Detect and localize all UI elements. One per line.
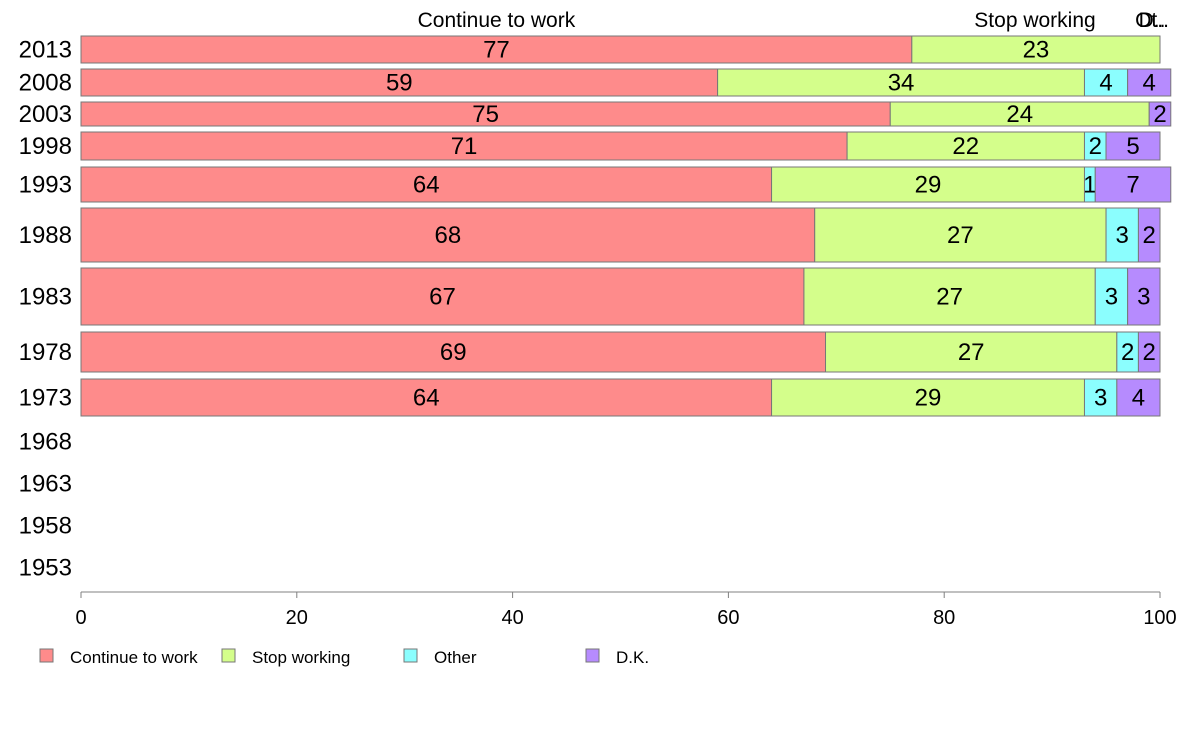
bar-segment <box>1083 68 1129 97</box>
x-tick-label: 60 <box>717 607 739 629</box>
bar-value-label: 71 <box>451 133 478 160</box>
y-tick-label: 1998 <box>19 133 72 160</box>
bar-value-label: 4 <box>1143 70 1156 97</box>
bar-value-label: 75 <box>472 101 499 128</box>
bar-value-label: 1 <box>1083 172 1096 199</box>
legend-label: Stop working <box>252 648 350 667</box>
y-tick-label: 1973 <box>19 385 72 412</box>
bar-segment <box>771 378 1085 417</box>
top-series-labels: Continue to work Stop working Ot..D.. <box>418 9 1169 32</box>
bar-value-label: 29 <box>915 385 942 412</box>
bar-segment <box>1105 207 1139 263</box>
bar-segment <box>889 101 1150 127</box>
top-series-label: D.. <box>1139 9 1166 32</box>
bar-value-label: 3 <box>1105 284 1118 311</box>
bar-value-label: 4 <box>1099 70 1112 97</box>
legend-label: D.K. <box>616 648 649 667</box>
bar-segment <box>80 378 773 417</box>
bar-segment <box>80 101 891 127</box>
bar-segment <box>814 207 1107 263</box>
top-series-label: Continue to work <box>418 9 576 32</box>
bar-segment <box>803 267 1096 326</box>
legend-swatch <box>221 648 236 663</box>
bar-value-label: 68 <box>435 222 462 249</box>
bar-value-label: 77 <box>483 37 510 64</box>
x-tick-label: 40 <box>501 607 523 629</box>
y-axis-labels: 2013 2008 2003 1998 1993 1988 1983 1978 1973 1968… <box>19 37 72 582</box>
y-tick-label: 1988 <box>19 222 72 249</box>
bar-value-label: 5 <box>1126 133 1139 160</box>
y-tick-label: 1993 <box>19 172 72 199</box>
bar-value-label: 3 <box>1116 222 1129 249</box>
bar-value-label: 27 <box>936 284 963 311</box>
legend-swatch <box>403 648 418 663</box>
bar-value-label: 2 <box>1121 339 1134 366</box>
x-tick-label: 100 <box>1143 607 1176 629</box>
bar-value-label: 2 <box>1089 133 1102 160</box>
y-tick-label: 2003 <box>19 101 72 128</box>
bar-value-label: 4 <box>1132 385 1145 412</box>
bar-value-label: 27 <box>947 222 974 249</box>
bar-value-label: 64 <box>413 172 440 199</box>
bar-value-label: 2 <box>1143 222 1156 249</box>
y-tick-label: 1968 <box>19 429 72 456</box>
legend-label: Other <box>434 648 477 667</box>
bar-value-label: 64 <box>413 385 440 412</box>
legend-swatch <box>585 648 600 663</box>
x-tick-label: 20 <box>286 607 308 629</box>
bar-value-label: 27 <box>958 339 985 366</box>
y-tick-label: 1953 <box>19 555 72 582</box>
bar-value-label: 23 <box>1023 37 1050 64</box>
bar-value-label: 59 <box>386 70 413 97</box>
bar-value-label: 3 <box>1137 284 1150 311</box>
bar-value-label: 2 <box>1153 101 1166 128</box>
bar-segment <box>1148 101 1172 127</box>
bar-value-label: 22 <box>952 133 979 160</box>
bar-segment <box>771 166 1085 203</box>
bar-value-label: 2 <box>1143 339 1156 366</box>
legend-label: Continue to work <box>70 648 198 667</box>
x-tick-label: 80 <box>933 607 955 629</box>
bar-segment <box>1094 166 1172 203</box>
bar-segment <box>1137 207 1161 263</box>
bar-value-label: 67 <box>429 284 456 311</box>
bar-segment <box>911 35 1161 64</box>
bar-segment <box>80 331 827 373</box>
top-series-label: Ot.. <box>1135 9 1169 32</box>
bar-value-label: 3 <box>1094 385 1107 412</box>
bar-value-label: 34 <box>888 70 915 97</box>
bar-segment <box>1127 68 1172 97</box>
bar-segment <box>1105 131 1161 161</box>
bar-segment <box>846 131 1085 161</box>
bar-segment <box>80 207 816 263</box>
bar-value-label: 29 <box>915 172 942 199</box>
bar-segment <box>1127 267 1161 326</box>
bar-segment <box>1137 331 1161 373</box>
bar-segment <box>1116 378 1161 417</box>
y-tick-label: 2013 <box>19 37 72 64</box>
top-series-label: Stop working <box>974 9 1095 32</box>
bar-segment <box>1083 378 1118 417</box>
bar-segment <box>825 331 1118 373</box>
bar-segment <box>80 267 805 326</box>
y-tick-label: 1978 <box>19 339 72 366</box>
legend: Continue to work Stop working Other D.K. <box>39 648 649 667</box>
y-tick-label: 2008 <box>19 70 72 97</box>
legend-swatch <box>39 648 54 663</box>
bar-value-label: 69 <box>440 339 467 366</box>
y-tick-label: 1958 <box>19 513 72 540</box>
x-tick-label: 0 <box>75 607 86 629</box>
bar-segment <box>80 131 848 161</box>
bar-value-label: 24 <box>1006 101 1033 128</box>
bar-segment <box>80 166 773 203</box>
x-axis: 0 20 40 60 80 100 <box>75 591 1177 629</box>
y-tick-label: 1983 <box>19 284 72 311</box>
bar-value-label: 7 <box>1126 172 1139 199</box>
y-tick-label: 1963 <box>19 471 72 498</box>
